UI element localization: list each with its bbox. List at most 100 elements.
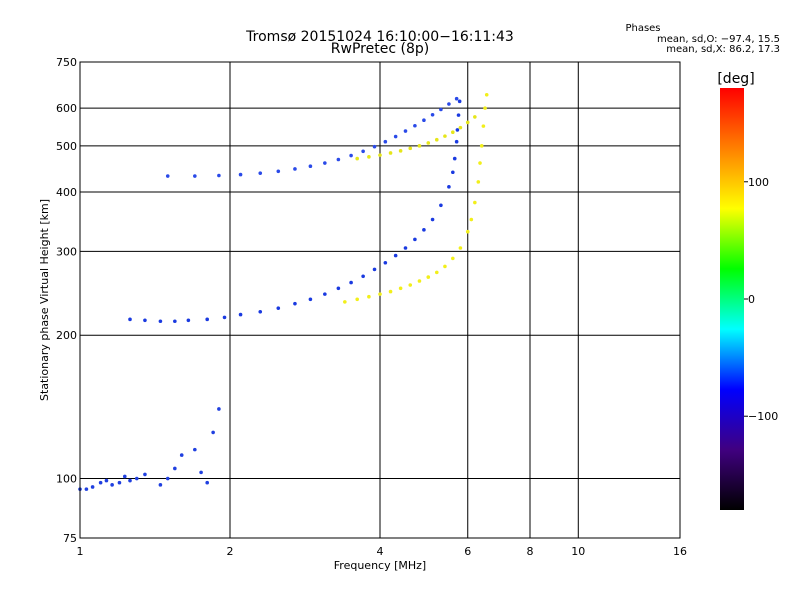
data-point: [383, 260, 388, 265]
data-point: [473, 200, 477, 205]
data-point: [308, 164, 313, 169]
data-point: [293, 167, 297, 171]
data-point: [258, 171, 263, 175]
data-point: [186, 318, 191, 323]
x-tick-label: 1: [77, 545, 84, 558]
data-point: [378, 292, 382, 296]
data-point: [388, 289, 393, 294]
data-point: [217, 407, 221, 411]
data-point: [217, 173, 221, 178]
data-point: [238, 172, 243, 177]
data-point: [128, 478, 132, 483]
data-point: [443, 134, 447, 138]
legend-line-x: mean, sd,X: 86.2, 17.3: [666, 44, 780, 55]
x-tick-label: 8: [527, 545, 534, 558]
data-point: [361, 274, 365, 279]
data-point: [447, 185, 451, 189]
data-point: [388, 151, 393, 155]
data-point: [276, 306, 281, 310]
data-point: [134, 476, 139, 481]
data-point: [205, 480, 209, 485]
data-point: [439, 203, 443, 208]
data-point: [398, 149, 403, 153]
data-point: [110, 483, 114, 487]
x-tick-label: 4: [377, 545, 384, 558]
y-axis-ticks: 75 100 200 300 400 500 600 750: [56, 56, 77, 545]
data-point: [276, 169, 281, 174]
data-point: [426, 141, 431, 145]
data-point: [349, 153, 353, 158]
y-tick-label: 600: [56, 102, 77, 115]
data-point: [179, 453, 184, 457]
data-point: [417, 279, 422, 283]
data-point: [451, 256, 455, 261]
data-point: [434, 270, 439, 275]
data-point: [483, 106, 487, 110]
legend-title: Phases: [625, 23, 660, 34]
data-point: [336, 286, 341, 291]
data-point: [451, 170, 455, 175]
data-point: [193, 174, 197, 178]
data-point: [439, 107, 443, 112]
data-point: [393, 253, 398, 258]
data-point: [458, 125, 463, 130]
data-point: [393, 134, 398, 139]
x-tick-label: 2: [227, 545, 234, 558]
data-point: [258, 310, 263, 314]
data-point: [454, 139, 459, 144]
data-point: [403, 246, 408, 250]
x-tick-label: 6: [464, 545, 471, 558]
data-point: [383, 139, 388, 144]
data-point: [143, 472, 147, 477]
scatter-points: [78, 92, 489, 491]
data-point: [378, 153, 382, 157]
data-point: [193, 447, 197, 452]
data-point: [355, 156, 359, 161]
data-point: [205, 317, 209, 322]
x-axis-ticks: 1 2 4 6 8 10 16: [77, 545, 688, 558]
data-point: [98, 480, 103, 485]
data-point: [199, 470, 203, 475]
data-point: [454, 96, 459, 101]
y-tick-label: 750: [56, 56, 77, 69]
chart-title: Tromsø 20151024 16:10:00−16:11:43: [245, 29, 514, 45]
data-point: [417, 144, 422, 148]
data-point: [434, 137, 439, 142]
series-x-mode-upper-trace: [355, 115, 477, 161]
data-point: [408, 146, 413, 151]
data-point: [122, 474, 127, 479]
chart-subtitle: RwPretec (8p): [331, 41, 429, 57]
data-point: [158, 319, 163, 324]
x-axis-label: Frequency [MHz]: [334, 559, 426, 572]
legend-line-o: mean, sd,O: −97.4, 15.5: [657, 34, 780, 45]
colorbar-tick-label: 100: [748, 176, 769, 189]
data-point: [349, 280, 353, 285]
data-point: [469, 217, 474, 222]
colorbar-tick-label: 0: [748, 293, 755, 306]
series-o-mode-upper-trace: [165, 96, 459, 178]
data-point: [372, 144, 377, 149]
data-point: [403, 129, 408, 133]
y-tick-label: 200: [56, 329, 77, 342]
data-point: [456, 113, 461, 117]
data-point: [128, 317, 132, 322]
series-o-mode-f-layer-trace: [128, 99, 462, 324]
data-point: [238, 312, 243, 317]
data-point: [222, 315, 227, 320]
data-point: [447, 102, 451, 106]
data-point: [478, 161, 482, 165]
data-point: [173, 319, 177, 324]
data-point: [372, 267, 377, 272]
data-point: [173, 466, 177, 471]
data-point: [84, 487, 89, 491]
y-tick-label: 75: [63, 532, 77, 545]
data-point: [355, 297, 359, 302]
data-point: [308, 297, 313, 302]
y-tick-label: 300: [56, 245, 77, 258]
data-point: [430, 112, 435, 117]
data-point: [367, 155, 371, 159]
data-point: [452, 156, 457, 161]
data-point: [323, 161, 327, 165]
data-point: [117, 480, 122, 485]
y-tick-label: 400: [56, 186, 77, 199]
